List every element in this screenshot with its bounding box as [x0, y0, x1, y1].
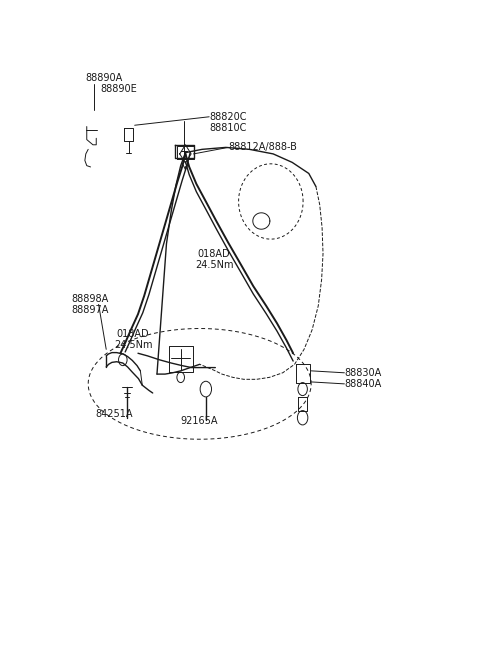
- Text: 88890A: 88890A: [86, 73, 123, 83]
- Text: 88897A: 88897A: [72, 306, 109, 315]
- Text: 24.5Nm: 24.5Nm: [195, 260, 233, 269]
- Text: 24.5Nm: 24.5Nm: [114, 340, 153, 350]
- Text: 88820C: 88820C: [209, 112, 247, 122]
- Text: 88810C: 88810C: [209, 123, 247, 133]
- Text: 92165A: 92165A: [180, 416, 218, 426]
- Text: 84251A: 84251A: [96, 409, 133, 419]
- Text: 88830A: 88830A: [344, 368, 382, 378]
- Text: 018AD: 018AD: [117, 328, 149, 339]
- Text: 88840A: 88840A: [344, 379, 382, 389]
- Text: 018AD: 018AD: [197, 248, 230, 259]
- Text: 88812A/888-B: 88812A/888-B: [228, 143, 297, 152]
- Text: 88898A: 88898A: [72, 294, 109, 304]
- Text: 88890E: 88890E: [100, 84, 137, 94]
